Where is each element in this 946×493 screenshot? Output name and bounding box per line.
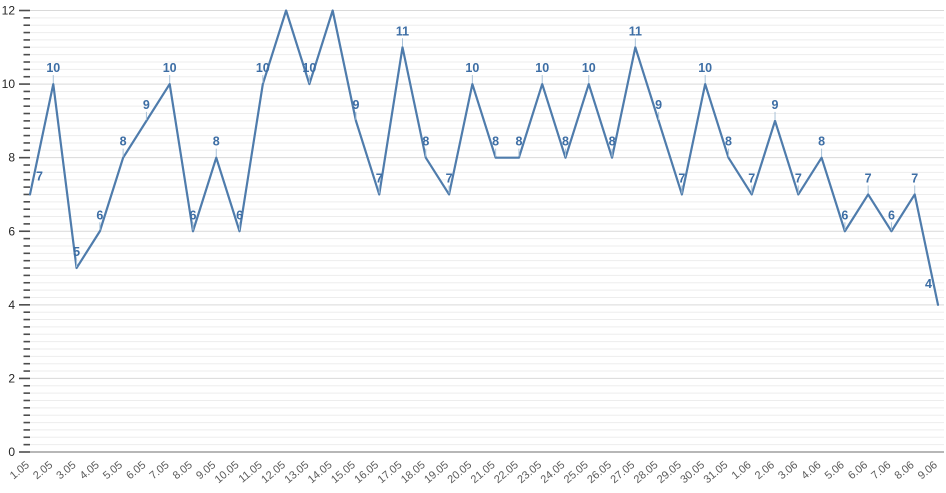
- svg-text:6: 6: [189, 208, 196, 222]
- svg-text:8: 8: [725, 135, 732, 149]
- svg-text:6: 6: [888, 208, 895, 222]
- svg-text:7: 7: [865, 171, 872, 185]
- svg-text:8: 8: [562, 135, 569, 149]
- svg-text:8: 8: [515, 135, 522, 149]
- svg-text:8: 8: [8, 151, 15, 165]
- svg-text:10: 10: [46, 61, 60, 75]
- svg-text:7: 7: [376, 171, 383, 185]
- svg-text:6: 6: [236, 208, 243, 222]
- svg-text:7: 7: [795, 171, 802, 185]
- svg-text:4: 4: [925, 277, 932, 291]
- svg-text:5: 5: [73, 245, 80, 259]
- svg-text:9: 9: [655, 98, 662, 112]
- svg-text:11: 11: [629, 24, 642, 38]
- svg-text:6: 6: [8, 224, 15, 238]
- svg-text:6: 6: [96, 208, 103, 222]
- svg-text:6: 6: [841, 208, 848, 222]
- svg-text:12: 12: [2, 4, 16, 18]
- svg-text:7: 7: [446, 171, 453, 185]
- svg-text:7: 7: [678, 171, 685, 185]
- svg-text:8: 8: [492, 135, 499, 149]
- svg-text:8: 8: [213, 135, 220, 149]
- svg-text:7: 7: [748, 171, 755, 185]
- svg-text:4: 4: [8, 298, 15, 312]
- svg-text:10: 10: [535, 61, 549, 75]
- svg-text:8: 8: [818, 135, 825, 149]
- svg-text:7: 7: [36, 169, 43, 183]
- svg-text:9: 9: [143, 98, 150, 112]
- svg-text:10: 10: [2, 77, 16, 91]
- svg-text:8: 8: [422, 135, 429, 149]
- svg-text:2: 2: [8, 371, 15, 385]
- svg-text:0: 0: [8, 445, 15, 459]
- svg-text:10: 10: [163, 61, 177, 75]
- svg-text:10: 10: [582, 61, 596, 75]
- svg-text:7: 7: [911, 171, 918, 185]
- svg-text:11: 11: [396, 24, 409, 38]
- svg-text:9: 9: [772, 98, 779, 112]
- svg-text:10: 10: [465, 61, 479, 75]
- svg-text:8: 8: [609, 135, 616, 149]
- svg-text:10: 10: [302, 61, 316, 75]
- svg-text:8: 8: [120, 135, 127, 149]
- svg-text:9: 9: [352, 98, 359, 112]
- svg-text:10: 10: [256, 61, 270, 75]
- svg-text:10: 10: [698, 61, 712, 75]
